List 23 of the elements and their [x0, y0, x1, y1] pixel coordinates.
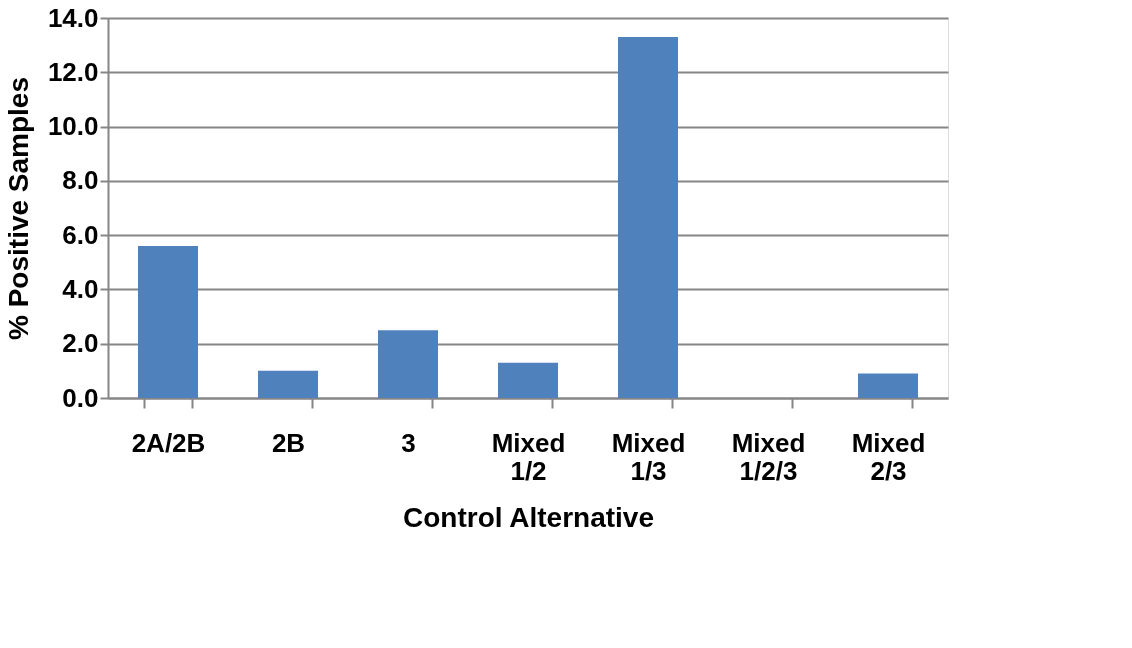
x-axis-title: Control Alternative — [403, 501, 654, 533]
y-axis-title: % Positive Samples — [2, 76, 34, 341]
x-tick-label: 2A/2B — [131, 427, 206, 458]
x-tick-label: 2B — [271, 427, 306, 458]
y-tick-label: 4.0 — [62, 273, 99, 304]
bar — [138, 246, 198, 398]
bar — [858, 373, 918, 398]
y-tick-label: 0.0 — [62, 382, 99, 413]
bar — [498, 362, 558, 398]
bar — [618, 37, 678, 398]
x-tick-label: Mixed 1/2 — [491, 427, 566, 486]
x-tick-label: 3 — [401, 427, 416, 458]
y-tick-label: 14.0 — [47, 2, 99, 33]
y-tick-label: 12.0 — [47, 56, 99, 87]
x-tick-label: Mixed 2/3 — [851, 427, 926, 486]
x-tick-label: Mixed 1/2/3 — [731, 427, 806, 486]
x-tick-label: Mixed 1/3 — [611, 427, 686, 486]
bar — [378, 330, 438, 398]
y-tick-label: 10.0 — [47, 111, 99, 142]
y-tick-label: 8.0 — [62, 165, 99, 196]
bar — [258, 370, 318, 398]
y-tick-label: 2.0 — [62, 328, 99, 359]
y-tick-label: 6.0 — [62, 219, 99, 250]
